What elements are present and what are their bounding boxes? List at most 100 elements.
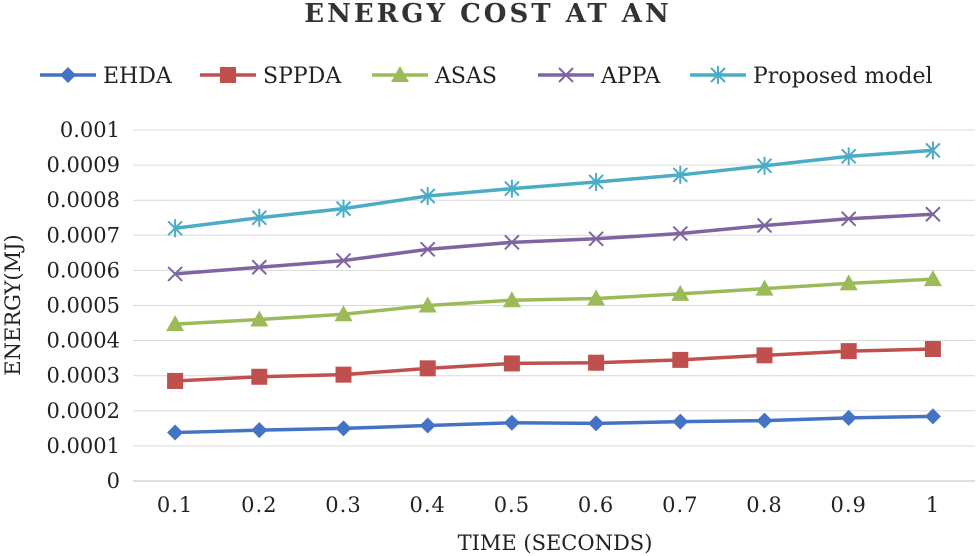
legend-marker [220,67,236,83]
data-point-appa [588,231,604,247]
legend-marker [710,66,726,84]
x-tick-label: 0.4 [409,493,445,517]
data-point-sppda [167,372,184,389]
data-point-ehda [251,422,268,439]
x-tick-label: 0.5 [494,493,530,517]
data-point-proposed-model [419,186,436,205]
y-tick-label: 0.0001 [47,434,120,458]
x-axis-label: TIME (SECONDS) [458,531,653,555]
legend-marker [60,67,76,83]
gridlines [133,129,975,482]
x-tick-label: 0.1 [157,493,193,517]
data-point-asas [755,279,774,296]
x-tick-label: 0.8 [746,493,782,517]
data-point-appa [504,234,520,251]
y-tick-label: 0.0004 [47,329,120,353]
y-tick-label: 0.0006 [47,258,120,282]
data-point-asas [923,270,942,287]
legend-item-asas: ASAS [372,64,497,89]
data-point-asas [418,296,437,313]
data-point-sppda [756,347,773,364]
data-point-ehda [924,408,941,425]
series-line-ehda [175,414,933,435]
legend-marker [391,66,409,82]
y-tick-label: 0.001 [60,118,120,142]
x-axis-ticks: 0.1 0.2 0.3 0.4 0.5 0.6 0.7 0.8 0.9 1 [157,493,940,517]
data-point-proposed-model [588,172,604,191]
data-point-appa [335,252,352,269]
legend-item-proposed-model: Proposed model [690,64,933,89]
data-point-appa [925,206,941,222]
data-point-proposed-model [335,199,352,218]
data-point-sppda [503,355,520,372]
legend-label: APPA [600,64,661,89]
x-tick-label: 0.3 [325,493,361,517]
data-point-proposed-model [251,208,268,227]
data-point-appa [756,217,773,234]
series-line-proposed-model [174,148,934,231]
x-tick-label: 0.7 [662,493,698,517]
data-point-ehda [503,414,520,431]
data-point-proposed-model [167,219,183,238]
y-tick-label: 0.0003 [47,364,120,388]
data-point-ehda [672,413,689,430]
series-line-asas [175,277,933,326]
y-axis-ticks: 0 0.0001 0.0002 0.0003 0.0004 0.0005 0.0006 0.0… [47,118,120,493]
data-point-proposed-model [756,156,773,175]
y-axis-label: ENERGY(MJ) [1,234,25,375]
data-point-appa [672,225,689,242]
series-line-sppda [175,347,933,383]
y-tick-label: 0.0009 [47,153,120,177]
x-tick-label: 1 [926,493,940,517]
data-point-appa [251,259,268,275]
data-point-sppda [419,360,436,377]
legend-marker [558,67,574,83]
data-point-appa [167,266,183,282]
y-tick-label: 0.0002 [47,399,120,423]
legend-item-ehda: EHDA [40,64,173,89]
data-point-sppda [251,368,268,385]
series-sppda [167,341,941,389]
y-tick-label: 0.0007 [47,223,120,247]
data-point-proposed-model [925,141,941,160]
data-point-asas [166,315,185,332]
legend-label: SPPDA [263,64,342,89]
y-tick-label: 0 [107,469,120,493]
data-point-ehda [756,412,773,429]
y-tick-label: 0.0005 [47,294,120,318]
data-point-ehda [335,420,352,437]
data-point-proposed-model [504,179,520,198]
legend-item-sppda: SPPDA [200,64,342,89]
data-point-ehda [588,415,605,432]
y-tick-label: 0.0008 [47,188,120,212]
series-appa [167,206,941,282]
data-point-ehda [419,417,436,434]
series-proposed-model [167,141,941,238]
legend-label: Proposed model [753,64,933,89]
data-point-appa [419,241,436,258]
data-point-sppda [924,341,941,358]
legend-label: EHDA [103,64,173,89]
data-point-asas [671,284,690,301]
data-point-appa [840,211,857,227]
data-point-asas [334,305,353,322]
data-point-asas [502,291,521,308]
data-point-proposed-model [672,165,689,184]
series-asas [166,270,942,332]
data-point-asas [839,274,858,291]
data-point-sppda [335,366,352,383]
data-point-asas [587,289,606,306]
data-point-sppda [588,354,605,371]
series-group [166,141,942,441]
data-point-sppda [840,343,857,360]
x-tick-label: 0.9 [830,493,866,517]
data-point-sppda [672,351,689,368]
data-point-proposed-model [840,147,857,166]
chart-title: ENERGY COST AT AN [304,0,671,29]
data-point-ehda [167,424,184,441]
legend-item-appa: APPA [538,64,661,89]
x-tick-label: 0.6 [578,493,614,517]
legend: EHDA SPPDA ASAS APPA Proposed model [40,64,933,89]
series-ehda [167,408,941,441]
